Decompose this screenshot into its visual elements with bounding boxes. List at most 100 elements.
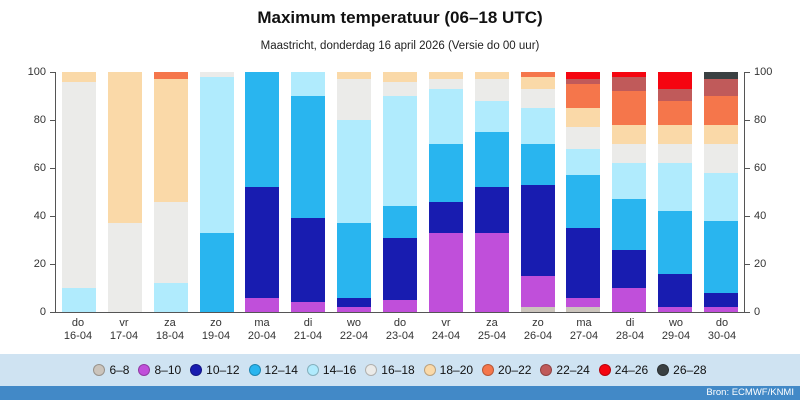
legend-item: 10–12 — [190, 363, 240, 377]
bar-segment — [612, 72, 647, 77]
y-tick-label: 100 — [27, 66, 46, 78]
bar-segment — [474, 132, 509, 188]
legend-swatch-icon — [306, 364, 319, 376]
bar-segment — [566, 297, 601, 308]
y-tick-mark — [50, 263, 55, 265]
bar-segment — [704, 307, 739, 312]
bar-segment — [199, 232, 234, 312]
x-tick-date: 28-04 — [615, 330, 645, 342]
bar-segment — [337, 307, 372, 312]
bar-segment — [612, 91, 647, 125]
bar-segment — [291, 218, 326, 303]
bar-segment — [474, 100, 509, 133]
bar-segment — [383, 96, 417, 207]
plot-area — [55, 72, 745, 313]
y-tick-label: 40 — [33, 210, 46, 222]
bar-segment — [153, 79, 188, 202]
x-tick-label: ma 27-04 — [570, 317, 598, 343]
legend-swatch-icon — [138, 364, 151, 376]
bar-segment — [153, 72, 188, 80]
x-tick-date: 27-04 — [569, 330, 599, 342]
y-tick-label: 20 — [33, 258, 46, 270]
legend-swatch-icon — [657, 364, 670, 376]
y-tick-mark — [745, 311, 750, 313]
x-tick-day: di — [625, 317, 635, 329]
bar-segment — [520, 184, 555, 277]
stacked-bar — [428, 72, 463, 312]
bar-segment — [337, 79, 372, 121]
bar-segment — [428, 88, 463, 145]
x-tick-day: do — [71, 317, 85, 329]
legend-label: 6–8 — [109, 363, 130, 377]
bar-segment — [291, 72, 326, 97]
legend-item: 20–22 — [482, 363, 531, 377]
legend-label: 18–20 — [439, 363, 474, 377]
legend-swatch-icon — [248, 364, 261, 376]
x-tick-date: 22-04 — [339, 330, 369, 342]
bar-segment — [291, 96, 326, 219]
x-tick-day: za — [164, 317, 176, 329]
bar-segment — [199, 72, 234, 77]
stacked-bar — [245, 72, 280, 312]
stacked-bar — [383, 72, 417, 312]
legend-item: 22–24 — [540, 363, 590, 377]
legend-swatch-icon — [365, 364, 378, 376]
bar-segment — [658, 100, 693, 125]
x-tick-label: do 16-04 — [64, 317, 92, 343]
legend-item: 24–26 — [598, 363, 648, 377]
bar-segment — [474, 79, 509, 101]
x-tick-label: di 28-04 — [616, 317, 644, 343]
legend-label: 14–16 — [322, 363, 357, 377]
stacked-bar — [474, 72, 509, 312]
legend-label: 8–10 — [154, 363, 182, 377]
stacked-bar — [291, 72, 326, 312]
stacked-bar — [520, 72, 555, 312]
bar-segment — [566, 72, 601, 80]
bar-segment — [612, 199, 647, 250]
x-tick-day: vr — [119, 317, 129, 329]
bar-segment — [704, 124, 739, 145]
chart-subtitle: Maastricht, donderdag 16 april 2026 (Ver… — [260, 40, 540, 52]
legend-label: 12–14 — [264, 363, 298, 377]
bar-segment — [658, 307, 693, 312]
bar-segment — [612, 76, 647, 92]
bar-segment — [61, 72, 96, 82]
legend-swatch-icon — [482, 364, 495, 376]
bar-segment — [107, 223, 142, 312]
stacked-bar — [337, 72, 372, 312]
bar-segment — [383, 81, 417, 97]
bar-segment — [383, 72, 417, 82]
x-tick-day: vr — [441, 317, 451, 329]
y-tick-mark — [745, 215, 750, 217]
bar-segment — [704, 172, 739, 221]
y-tick-mark — [745, 263, 750, 265]
bar-segment — [566, 127, 601, 149]
x-tick-day: zo — [532, 317, 544, 329]
bar-segment — [428, 72, 463, 80]
bar-segment — [658, 163, 693, 212]
x-tick-label: ma 20-04 — [248, 317, 276, 343]
x-tick-date: 29-04 — [661, 330, 691, 342]
bar-segment — [658, 124, 693, 145]
x-tick-date: 17-04 — [109, 330, 139, 342]
bar-segment — [566, 84, 601, 109]
x-tick-date: 16-04 — [63, 330, 93, 342]
y-tick-label: 40 — [754, 210, 767, 222]
bar-segment — [428, 144, 463, 202]
legend-label: 20–22 — [498, 363, 532, 377]
x-tick-date: 30-04 — [707, 330, 737, 342]
bar-segment — [566, 108, 601, 128]
y-tick-mark — [50, 215, 55, 217]
legend-item: 8–10 — [138, 363, 181, 377]
bar-segment — [704, 72, 739, 80]
stacked-bar — [658, 72, 693, 312]
x-tick-label: za 25-04 — [478, 317, 506, 343]
x-tick-day: ma — [576, 317, 592, 329]
bar-segment — [153, 201, 188, 284]
bar-segment — [474, 72, 509, 80]
bar-segment — [612, 249, 647, 288]
y-tick-label: 0 — [754, 306, 761, 318]
bar-segment — [658, 72, 693, 89]
x-tick-date: 18-04 — [155, 330, 185, 342]
bar-segment — [658, 88, 693, 101]
